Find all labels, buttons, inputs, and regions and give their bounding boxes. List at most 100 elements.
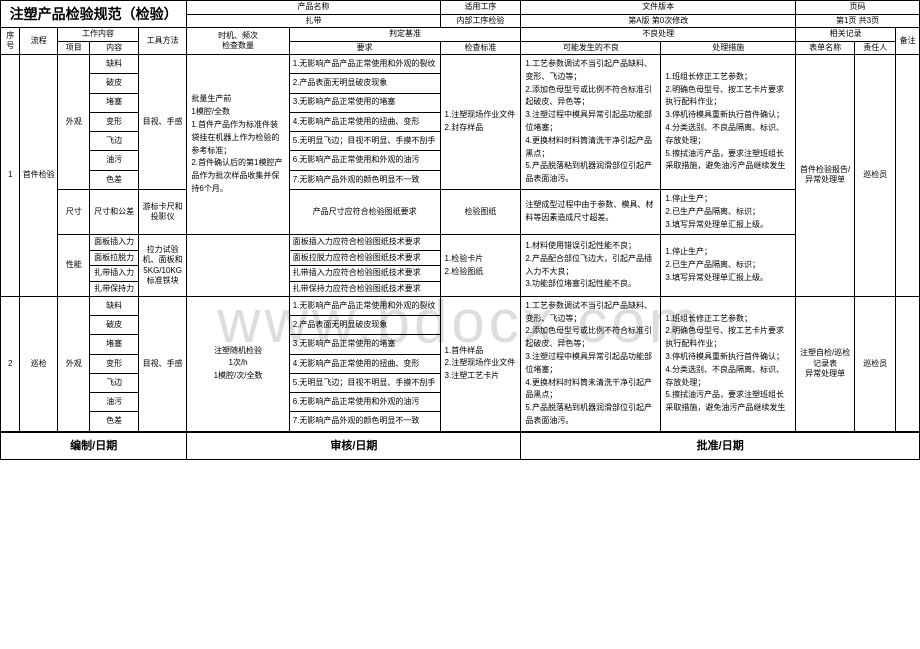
r2-possible: 1.工艺参数调试不当引起产品缺料、变形、飞边等；2.添加色母型号或比例不符合标准… bbox=[521, 296, 661, 431]
col-req: 要求 bbox=[289, 41, 440, 54]
r1-perf-0: 面板插入力 bbox=[90, 235, 138, 250]
r2-req-0: 1.无影响产品产品正常使用和外观的裂纹 bbox=[289, 296, 440, 315]
r2-flow: 巡检 bbox=[20, 296, 58, 431]
r2-form: 注塑自检/巡检记录表异常处理单 bbox=[796, 296, 855, 431]
hdr-product-name: 扎带 bbox=[187, 14, 440, 28]
r1-item-perf: 性能 bbox=[58, 235, 90, 297]
r1-possible1: 1.工艺参数调试不当引起产品缺料、变形、飞边等；2.添加色母型号或比例不符合标准… bbox=[521, 54, 661, 189]
r2-look-5: 油污 bbox=[90, 393, 138, 412]
col-defect: 不良处理 bbox=[521, 28, 796, 41]
col-form: 表单名称 bbox=[796, 41, 855, 54]
r2-look-0: 缺料 bbox=[90, 296, 138, 315]
r1-look-2: 堵塞 bbox=[90, 93, 138, 112]
r1-item-size: 尺寸 bbox=[58, 189, 90, 234]
col-criteria: 判定基准 bbox=[289, 28, 521, 41]
r1-perf-1: 面板拉脱力 bbox=[90, 250, 138, 265]
r2-tool-look: 目视、手感 bbox=[138, 296, 187, 431]
col-person: 责任人 bbox=[855, 41, 896, 54]
r1-req-0: 1.无影响产品产品正常使用和外观的裂纹 bbox=[289, 54, 440, 73]
r1-perf-tool: 拉力试验机、面板和5KG/10KG标准铁块 bbox=[138, 235, 187, 297]
r1-item-look: 外观 bbox=[58, 54, 90, 189]
r1-look-6: 色差 bbox=[90, 170, 138, 189]
r1-req-1: 2.产品表面无明显破皮现象 bbox=[289, 74, 440, 93]
r1-perf-req-2: 扎带插入力应符合检验图纸技术要求 bbox=[289, 266, 440, 281]
col-timing: 时机、频次检查数量 bbox=[187, 28, 289, 55]
r1-std1: 1.注塑现场作业文件2.封存样品 bbox=[440, 54, 521, 189]
col-item: 项目 bbox=[58, 41, 90, 54]
r2-item-look: 外观 bbox=[58, 296, 90, 431]
doc-title: 注塑产品检验规范（检验） bbox=[1, 1, 187, 28]
r2-req-5: 6.无影响产品正常使用和外观的油污 bbox=[289, 393, 440, 412]
hdr-product-name-label: 产品名称 bbox=[187, 1, 440, 15]
r1-perf-measure: 1.停止生产；2.已生产产品隔离、标识；3.填写异常处理单汇报上级。 bbox=[661, 235, 796, 297]
r1-seq: 1 bbox=[1, 54, 20, 296]
r1-look-5: 油污 bbox=[90, 151, 138, 170]
r1-size-tool: 游标卡尺和投影仪 bbox=[138, 189, 187, 234]
r1-size-std: 检验图纸 bbox=[440, 189, 521, 234]
col-record: 相关记录 bbox=[796, 28, 896, 41]
col-remark: 备注 bbox=[896, 28, 920, 55]
r1-size-req: 产品尺寸应符合检验图纸要求 bbox=[289, 189, 440, 234]
r1-perf-req-1: 面板拉脱力应符合检验图纸技术要求 bbox=[289, 250, 440, 265]
r2-req-4: 5.无明显飞边；目视不明显、手摸不刮手 bbox=[289, 373, 440, 392]
r1-measure1: 1.班组长修正工艺参数；2.明确色母型号、按工艺卡片要求执行配料作业；3.停机待… bbox=[661, 54, 796, 189]
r2-req-6: 7.无影响产品外观的颜色明显不一致 bbox=[289, 412, 440, 432]
r1-look-4: 飞边 bbox=[90, 132, 138, 151]
r1-perf-req-3: 扎带保持力应符合检验图纸技术要求 bbox=[289, 281, 440, 296]
hdr-version-label: 文件版本 bbox=[521, 1, 796, 15]
r1-perf-std: 1.检验卡片2.检验图纸 bbox=[440, 235, 521, 297]
r2-look-2: 堵塞 bbox=[90, 335, 138, 354]
hdr-version: 第A版 第0次修改 bbox=[521, 14, 796, 28]
r2-req-3: 4.无影响产品正常使用的扭曲、变形 bbox=[289, 354, 440, 373]
r1-size-possible: 注塑成型过程中由于参数、模具、材料等因素造成尺寸超差。 bbox=[521, 189, 661, 234]
col-work: 工作内容 bbox=[58, 28, 139, 41]
r2-remark bbox=[896, 296, 920, 431]
hdr-process-label: 适用工序 bbox=[440, 1, 521, 15]
r1-req-3: 4.无影响产品正常使用的扭曲、变形 bbox=[289, 112, 440, 131]
r1-form: 首件检验报告/异常处理单 bbox=[796, 54, 855, 296]
r1-remark bbox=[896, 54, 920, 296]
r2-seq: 2 bbox=[1, 296, 20, 431]
r1-flow: 首件检验 bbox=[20, 54, 58, 296]
footer-review: 审核/日期 bbox=[187, 432, 521, 460]
col-possible: 可能发生的不良 bbox=[521, 41, 661, 54]
r1-perf-req-0: 面板插入力应符合检验图纸技术要求 bbox=[289, 235, 440, 250]
r2-req-2: 3.无影响产品正常使用的堵塞 bbox=[289, 335, 440, 354]
col-tool: 工具方法 bbox=[138, 28, 187, 55]
col-seq: 序号 bbox=[1, 28, 20, 55]
r1-person: 巡检员 bbox=[855, 54, 896, 296]
r2-std: 1.首件样品2.注塑现场作业文件3.注塑工艺卡片 bbox=[440, 296, 521, 431]
r1-tool-look: 目视、手感 bbox=[138, 54, 187, 189]
r1-req-6: 7.无影响产品外观的颜色明显不一致 bbox=[289, 170, 440, 189]
footer-approve: 批准/日期 bbox=[521, 432, 920, 460]
r1-look-3: 变形 bbox=[90, 112, 138, 131]
r2-person: 巡检员 bbox=[855, 296, 896, 431]
r2-look-6: 色差 bbox=[90, 412, 138, 432]
hdr-page: 第1页 共3页 bbox=[796, 14, 920, 28]
r2-measure: 1.班组长修正工艺参数；2.明确色母型号、按工艺卡片要求执行配料作业；3.停机待… bbox=[661, 296, 796, 431]
r1-timing: 批量生产前1模腔/全数1.首件产品作为标准件装袋挂在机器上作为检验的参考标准；2… bbox=[187, 54, 289, 234]
r1-size-content: 尺寸和公差 bbox=[90, 189, 138, 234]
hdr-page-label: 页码 bbox=[796, 1, 920, 15]
r1-perf-possible: 1.材料使用错误引起性能不良；2.产品配合部位飞边大，引起产品插入力不大良；3.… bbox=[521, 235, 661, 297]
r1-req-2: 3.无影响产品正常使用的堵塞 bbox=[289, 93, 440, 112]
r2-timing: 注塑随机检验1次/h1模腔/次/全数 bbox=[187, 296, 289, 431]
r2-look-3: 变形 bbox=[90, 354, 138, 373]
r1-perf-3: 扎带保持力 bbox=[90, 281, 138, 296]
col-std: 检查标准 bbox=[440, 41, 521, 54]
r1-size-measure: 1.停止生产；2.已生产产品隔离、标识；3.填写异常处理单汇报上级。 bbox=[661, 189, 796, 234]
r2-look-4: 飞边 bbox=[90, 373, 138, 392]
r2-look-1: 破皮 bbox=[90, 316, 138, 335]
hdr-process: 内部工序检验 bbox=[440, 14, 521, 28]
col-flow: 流程 bbox=[20, 28, 58, 55]
r1-perf-2: 扎带插入力 bbox=[90, 266, 138, 281]
r1-look-1: 破皮 bbox=[90, 74, 138, 93]
r1-perf-timing bbox=[187, 235, 289, 297]
r2-req-1: 2.产品表面无明显破皮现象 bbox=[289, 316, 440, 335]
r1-req-5: 6.无影响产品正常使用和外观的油污 bbox=[289, 151, 440, 170]
footer-edit: 编制/日期 bbox=[1, 432, 187, 460]
col-content: 内容 bbox=[90, 41, 138, 54]
inspection-spec-table: 注塑产品检验规范（检验） 产品名称 适用工序 文件版本 页码 扎带 内部工序检验… bbox=[0, 0, 920, 460]
col-measure: 处理措施 bbox=[661, 41, 796, 54]
r1-req-4: 5.无明显飞边；目视不明显、手摸不刮手 bbox=[289, 132, 440, 151]
